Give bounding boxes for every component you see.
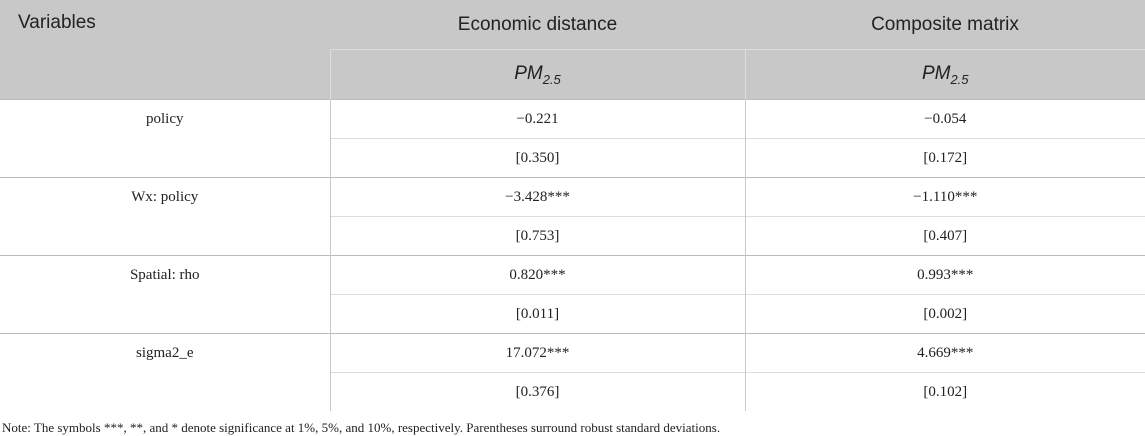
- header-cell: Economic distance: [330, 0, 745, 50]
- se-row: [0.350] [0.172]: [0, 138, 1145, 178]
- coef-row: policy −0.221 −0.054: [0, 99, 1145, 178]
- coef-row: Wx: policy −3.428*** −1.110***: [0, 177, 1145, 256]
- coef-cell: −3.428***: [329, 177, 745, 217]
- coef-cell: 0.993***: [744, 255, 1145, 295]
- coef-cell: 17.072***: [329, 333, 745, 373]
- variable-cell: sigma2_e: [0, 333, 330, 411]
- se-cell: [0.002]: [744, 294, 1145, 334]
- coef-cell: 4.669***: [744, 333, 1145, 373]
- table-header: Variables Economic distance Composite ma…: [0, 0, 1145, 100]
- variable-cell: policy: [0, 99, 330, 178]
- subheader-main: PM2.5: [514, 62, 561, 87]
- se-row: [0.753] [0.407]: [0, 216, 1145, 256]
- coef-cell: 0.820***: [329, 255, 745, 295]
- se-cell: [0.011]: [329, 294, 745, 334]
- results-table: Variables Economic distance Composite ma…: [0, 0, 1145, 411]
- subheader-cell: PM2.5: [744, 49, 1145, 100]
- se-row: [0.011] [0.002]: [0, 294, 1145, 334]
- coef-cell: −0.054: [744, 99, 1145, 139]
- header-cell: Variables: [0, 0, 330, 100]
- se-cell: [0.172]: [744, 138, 1145, 178]
- coef-cell: −0.221: [329, 99, 745, 139]
- subheader-sub: 2.5: [542, 71, 561, 87]
- variable-cell: Spatial: rho: [0, 255, 330, 334]
- variable-cell: Wx: policy: [0, 177, 330, 256]
- se-cell: [0.102]: [744, 372, 1145, 411]
- coef-row: sigma2_e 17.072*** 4.669***: [0, 333, 1145, 411]
- subheader-sub: 2.5: [950, 71, 969, 87]
- header-cell: Composite matrix: [745, 0, 1145, 50]
- table-body: policy −0.221 −0.054 [0.350] [0.172] Wx: poli…: [0, 99, 1145, 411]
- se-cell: [0.350]: [329, 138, 745, 178]
- coef-cell: −1.110***: [744, 177, 1145, 217]
- subheader-cell: PM2.5: [329, 49, 745, 100]
- se-cell: [0.376]: [329, 372, 745, 411]
- se-cell: [0.753]: [329, 216, 745, 256]
- table-note: Note: The symbols ***, **, and * denote …: [2, 420, 721, 435]
- coef-row: Spatial: rho 0.820*** 0.993***: [0, 255, 1145, 334]
- subheader-main: PM2.5: [921, 62, 969, 87]
- se-row: [0.376] [0.102]: [0, 372, 1145, 411]
- se-cell: [0.407]: [744, 216, 1145, 256]
